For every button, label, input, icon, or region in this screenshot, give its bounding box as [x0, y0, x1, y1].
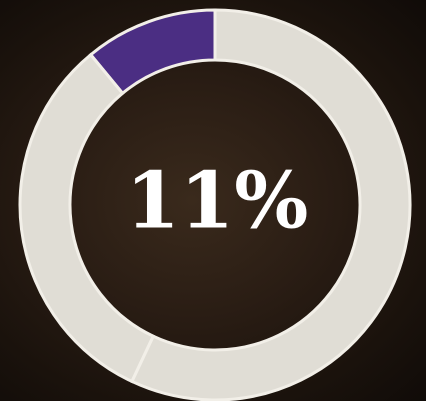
donut-segment: [129, 8, 412, 401]
center-label: 11%: [126, 156, 309, 247]
